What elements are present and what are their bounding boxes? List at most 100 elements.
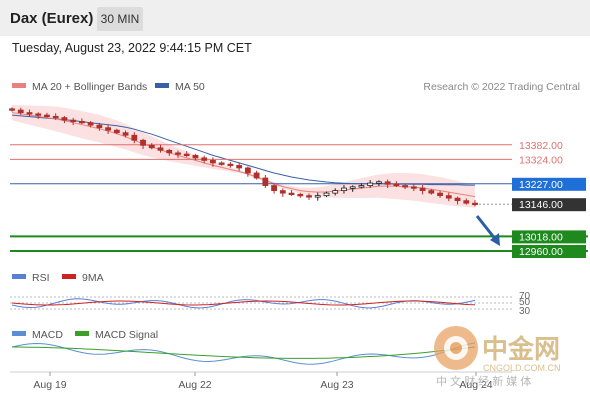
rsi-legend-label: RSI — [32, 272, 50, 284]
level-label-13324.00: 13324.00 — [519, 154, 563, 166]
candle-body — [332, 190, 339, 194]
bollinger-bands — [12, 105, 475, 208]
brand-tagline: 中 文 财 经 新 媒 体 — [436, 374, 531, 388]
rsi-70-label: 70 — [519, 291, 531, 302]
candle-body — [201, 157, 208, 161]
rsi-ma-line — [11, 300, 476, 306]
candle-body — [148, 144, 155, 149]
rsi-30-label: 30 — [519, 306, 531, 317]
level-lines: 13382.00 13324.00 13227.00 13146.00 13018.00… — [10, 140, 588, 258]
candle-body — [349, 186, 356, 189]
forecast-arrow — [475, 215, 500, 246]
ma50-legend-label: MA 50 — [175, 81, 205, 93]
rsi-ma-legend-swatch — [62, 274, 76, 279]
candle-body — [122, 132, 129, 136]
candle-body — [131, 134, 138, 141]
candle-body — [253, 172, 260, 179]
candle-body — [218, 162, 225, 165]
candle-body — [376, 181, 382, 184]
candle-body — [9, 108, 15, 111]
candle-body — [297, 193, 304, 197]
bollinger-band-area — [12, 105, 475, 208]
candle-body — [472, 202, 478, 206]
ma50-legend-swatch — [155, 83, 169, 88]
rsi-legend-swatch — [12, 274, 26, 279]
candle-body — [61, 117, 68, 121]
x-tick-label-Aug-24: Aug 24 — [459, 379, 492, 391]
candle-body — [183, 153, 190, 157]
x-ticks: Aug 19 Aug 22 Aug 23 Aug 24 — [33, 372, 493, 391]
candle-body — [44, 114, 50, 117]
x-tick-label-Aug-23: Aug 23 — [320, 379, 353, 391]
level-label-13382.00: 13382.00 — [519, 140, 563, 152]
level-label-bg — [512, 230, 586, 244]
candle-body — [279, 190, 286, 194]
candle-body — [384, 181, 391, 185]
macd-signal-legend-swatch — [75, 331, 89, 336]
brand-domain: CNGOLD.COM.CN — [483, 363, 561, 373]
level-label-bg — [512, 198, 586, 212]
research-credit: Research © 2022 Trading Central — [423, 81, 580, 93]
candle-body — [428, 190, 435, 194]
candle-body — [140, 139, 146, 146]
candle-body — [166, 149, 173, 154]
level-label-bg — [512, 177, 586, 191]
candle-body — [454, 197, 461, 202]
header-bar: Dax (Eurex) 30 MIN — [0, 0, 590, 36]
candle-body — [227, 163, 234, 167]
candle-body — [445, 195, 452, 199]
level-label-13018.00: 13018.00 — [519, 231, 563, 243]
candle-body — [367, 182, 374, 186]
chart-area — [0, 36, 590, 400]
rsi-50-label: 50 — [519, 297, 531, 308]
candle-body — [314, 195, 321, 198]
rsi-line — [11, 298, 476, 309]
candles — [9, 107, 478, 207]
macd-signal-line — [12, 346, 476, 359]
candle-body — [78, 120, 85, 124]
candle-body — [236, 165, 243, 169]
level-label-12960.00: 12960.00 — [519, 246, 563, 258]
candle-body — [244, 167, 251, 174]
candle-body — [402, 185, 409, 188]
instrument-title: Dax (Eurex) — [10, 10, 94, 27]
candle-body — [17, 109, 24, 113]
candle-body — [105, 127, 111, 131]
macd-legend-label: MACD — [32, 329, 63, 341]
candle-body — [157, 147, 164, 151]
candle-body — [288, 192, 295, 196]
macd-line — [11, 342, 476, 365]
ma20-legend-swatch — [12, 83, 26, 88]
timestamp: Tuesday, August 23, 2022 9:44:15 PM CET — [12, 41, 252, 55]
candle-body — [175, 152, 181, 155]
candle-body — [26, 112, 33, 115]
candle-body — [210, 159, 216, 164]
candle-body — [52, 115, 59, 119]
candle-body — [393, 183, 400, 187]
level-label-13227.00: 13227.00 — [519, 179, 563, 191]
candle-body — [192, 154, 199, 159]
candle-body — [87, 122, 94, 126]
candle-body — [437, 192, 443, 197]
candle-body — [419, 187, 426, 191]
level-label-bg — [512, 245, 586, 258]
watermark: 中金网 CNGOLD.COM.CN 中 文 财 经 新 媒 体 — [434, 326, 561, 388]
candle-body — [358, 185, 365, 188]
level-label-13146.00: 13146.00 — [519, 199, 563, 211]
timeframe-button[interactable]: 30 MIN — [97, 7, 143, 31]
candle-body — [306, 195, 312, 198]
brand-name: 中金网 — [482, 334, 560, 364]
candle-body — [35, 113, 42, 116]
x-tick-label-Aug-22: Aug 22 — [178, 379, 211, 391]
x-tick-label-Aug-19: Aug 19 — [33, 379, 66, 391]
candle-body — [271, 185, 277, 191]
candle-body — [96, 124, 103, 129]
macd-signal-legend-label: MACD Signal — [95, 329, 158, 341]
candle-body — [410, 186, 417, 189]
candle-body — [323, 192, 330, 197]
candle-body — [70, 119, 77, 123]
candle-body — [262, 177, 269, 186]
candle-body — [463, 200, 470, 204]
candle-body — [113, 129, 120, 134]
candle-body — [341, 187, 347, 191]
